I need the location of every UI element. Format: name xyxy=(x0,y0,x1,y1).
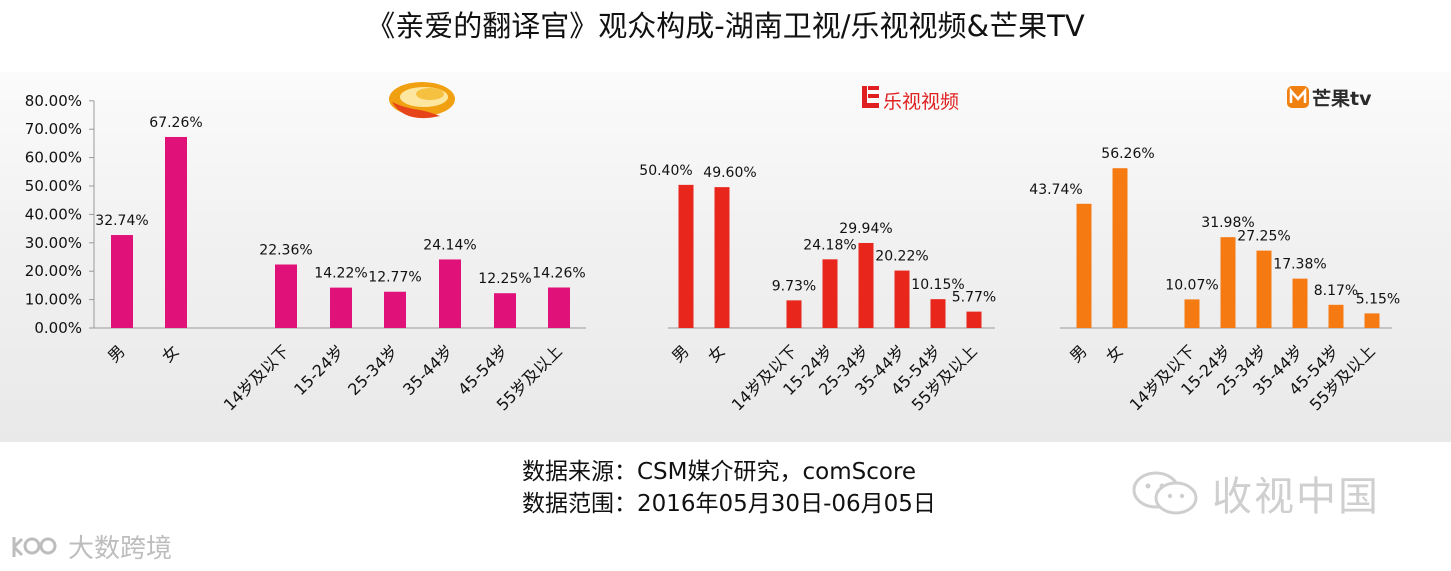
bar xyxy=(1328,304,1344,328)
mango-tv-logo-icon xyxy=(1287,86,1309,108)
bar xyxy=(966,311,982,328)
x-tick-label: 25-34岁 xyxy=(344,341,402,399)
data-label: 5.77% xyxy=(952,290,996,306)
data-label: 22.36% xyxy=(259,242,312,258)
data-label: 56.26% xyxy=(1101,146,1154,162)
x-tick-label: 女 xyxy=(704,341,729,366)
bar xyxy=(1220,237,1236,328)
y-tick-label: 40.00% xyxy=(25,205,82,223)
bar xyxy=(678,184,694,328)
data-label: 27.25% xyxy=(1237,229,1290,245)
watermark-left-text: 大数跨境 xyxy=(68,533,173,564)
bar xyxy=(548,287,570,328)
y-tick-label: 50.00% xyxy=(25,177,82,195)
data-label: 9.73% xyxy=(772,278,816,294)
data-label: 5.15% xyxy=(1356,291,1400,307)
data-label: 8.17% xyxy=(1314,283,1358,299)
bar xyxy=(894,270,910,328)
brand-logo-icon xyxy=(12,537,57,557)
chart-hunan: 0.00% 10.00% 20.00% 30.00% 40.00% 50.00% 60.00… xyxy=(25,92,586,414)
x-tick-label: 35-44岁 xyxy=(399,341,457,399)
data-label: 67.26% xyxy=(149,115,202,131)
bar xyxy=(714,187,730,328)
data-label: 24.18% xyxy=(803,237,856,253)
data-label: 14.22% xyxy=(314,266,367,282)
x-tick-label: 女 xyxy=(1102,341,1127,366)
bar xyxy=(858,242,874,328)
x-tick-label: 14岁及以下 xyxy=(220,341,293,414)
y-tick-label: 60.00% xyxy=(25,149,82,167)
data-label: 20.22% xyxy=(875,249,928,265)
data-label: 10.07% xyxy=(1165,277,1218,293)
data-label: 43.74% xyxy=(1029,182,1082,198)
bar xyxy=(384,291,406,328)
letv-logo-icon xyxy=(862,86,879,108)
data-label: 14.26% xyxy=(532,266,585,282)
charts-area: 乐视视频 芒果tv 0.00% 10.00% 20.00% 30.00% 40.00% 5… xyxy=(25,82,1400,415)
y-tick-label: 30.00% xyxy=(25,234,82,252)
data-label: 32.74% xyxy=(95,213,148,229)
bar xyxy=(165,136,187,328)
bar xyxy=(1292,278,1308,328)
data-label: 12.77% xyxy=(368,270,421,286)
mango-tv-logo-text: 芒果tv xyxy=(1312,87,1372,110)
data-label: 29.94% xyxy=(839,221,892,237)
bar xyxy=(1112,168,1128,328)
chart-mango: 43.74%男56.26%女10.07%14岁及以下31.98%15-24岁27… xyxy=(1029,146,1400,414)
data-label: 31.98% xyxy=(1201,215,1254,231)
letv-logo-text: 乐视视频 xyxy=(883,91,959,113)
bar xyxy=(786,300,802,328)
watermark-right: 收视中国 xyxy=(1130,468,1380,520)
y-tick-label: 10.00% xyxy=(25,291,82,309)
page-title: 《亲爱的翻译官》观众构成-湖南卫视/乐视视频&芒果TV xyxy=(366,9,1085,43)
bar xyxy=(439,259,461,328)
bar xyxy=(1364,313,1380,328)
bar xyxy=(275,264,297,328)
data-label: 12.25% xyxy=(478,271,531,287)
watermark-right-text: 收视中国 xyxy=(1212,474,1380,520)
data-label: 50.40% xyxy=(639,163,692,179)
bar xyxy=(111,235,133,328)
x-tick-label: 女 xyxy=(158,341,183,366)
x-tick-label: 男 xyxy=(1066,341,1091,366)
x-tick-label: 男 xyxy=(104,341,129,366)
bar xyxy=(1184,299,1200,328)
y-tick-label: 0.00% xyxy=(34,319,82,337)
data-label: 10.15% xyxy=(911,277,964,293)
bar xyxy=(930,299,946,328)
bar xyxy=(822,259,838,328)
hunan-tv-logo-icon xyxy=(389,82,455,119)
wechat-icon xyxy=(1132,471,1198,515)
chart-letv: 50.40%男49.60%女9.73%14岁及以下24.18%15-24岁29.… xyxy=(639,163,996,415)
data-label: 24.14% xyxy=(423,237,476,253)
watermark-left: 大数跨境 xyxy=(10,528,172,564)
bar xyxy=(494,293,516,328)
y-tick-label: 20.00% xyxy=(25,262,82,280)
y-tick-label: 80.00% xyxy=(25,92,82,110)
bar xyxy=(330,287,352,328)
x-tick-label: 男 xyxy=(668,341,693,366)
y-tick-label: 70.00% xyxy=(25,120,82,138)
data-source-text: 数据来源：CSM媒介研究，comScore xyxy=(522,459,917,485)
bar xyxy=(1256,250,1272,328)
data-label: 17.38% xyxy=(1273,257,1326,273)
bar xyxy=(1076,203,1092,328)
x-tick-label: 15-24岁 xyxy=(290,341,348,399)
data-label: 49.60% xyxy=(703,165,756,181)
data-range-text: 数据范围：2016年05月30日-06月05日 xyxy=(522,491,936,517)
